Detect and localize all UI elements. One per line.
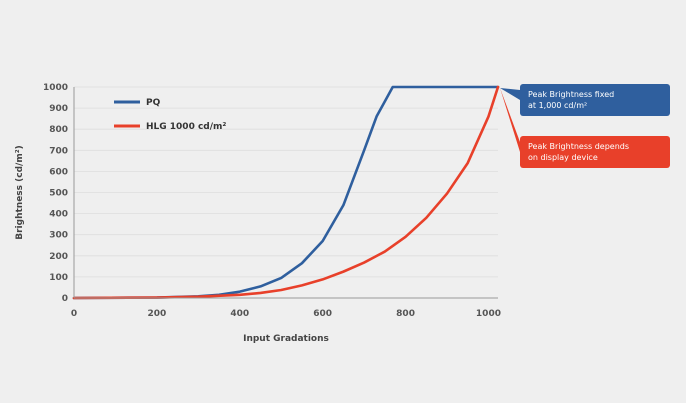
callout-text-1-0: Peak Brightness depends: [528, 142, 629, 151]
y-tick-label-4: 400: [49, 210, 68, 220]
callout-box-1: [520, 136, 670, 168]
x-axis-title: Input Gradations: [243, 334, 329, 344]
legend: PQ HLG 1000 cd/m²: [114, 98, 226, 132]
x-tick-label-2: 400: [230, 309, 249, 319]
y-axis-title: Brightness (cd/m²): [15, 145, 25, 240]
series-line-1: [72, 85, 500, 300]
y-tick-label-8: 800: [49, 125, 68, 135]
x-tick-label-1: 200: [147, 309, 166, 319]
legend-label-1: HLG 1000 cd/m²: [146, 122, 226, 132]
callout-box-0: [520, 84, 670, 116]
y-tick-label-0: 0: [62, 294, 68, 304]
y-tick-label-7: 700: [49, 146, 68, 156]
y-tick-label-3: 300: [49, 231, 68, 241]
y-tick-label-10: 1000: [43, 83, 68, 93]
callout-pointer-1: [500, 88, 520, 152]
x-tick-label-5: 1000: [476, 309, 501, 319]
callout-pointer-0: [500, 88, 520, 100]
legend-label-0: PQ: [146, 98, 161, 108]
annotations: Peak Brightness fixed at 1,000 cd/m² Peak …: [500, 84, 670, 168]
grid: [74, 86, 498, 299]
x-tick-label-0: 0: [71, 309, 77, 319]
callout-text-1-1: on display device: [528, 153, 598, 162]
y-tick-label-2: 200: [49, 252, 68, 262]
y-tick-label-9: 900: [49, 104, 68, 114]
axes: [73, 87, 498, 299]
y-tick-label-6: 600: [49, 167, 68, 177]
series-layer: [72, 85, 500, 300]
x-tick-labels: 0 200 400 600 800 1000: [71, 309, 501, 319]
x-tick-label-3: 600: [313, 309, 332, 319]
callout-text-0-1: at 1,000 cd/m²: [528, 101, 587, 110]
callout-text-0-0: Peak Brightness fixed: [528, 90, 614, 99]
y-tick-label-5: 500: [49, 189, 68, 199]
y-tick-labels: 0 100 200 300 400 500 600 700 800 900 1000: [43, 83, 68, 304]
y-tick-label-1: 100: [49, 273, 68, 283]
x-tick-label-4: 800: [396, 309, 415, 319]
